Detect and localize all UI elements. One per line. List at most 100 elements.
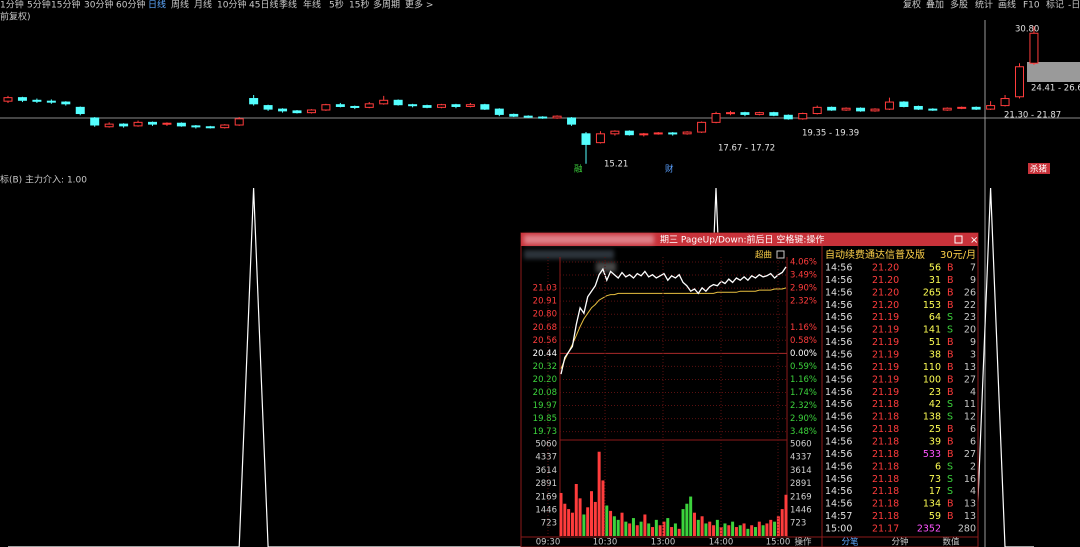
volume-bar [757,521,761,536]
period-tab[interactable]: 30分钟 [84,0,113,11]
trade-price: 21.20 [872,300,899,311]
candle-body [783,114,793,120]
trade-volume: 533 [923,449,941,460]
trade-price: 21.20 [872,287,899,298]
period-tab[interactable]: 10分钟 [217,0,246,11]
trade-count: 280 [958,524,976,535]
candle-body [46,100,56,103]
period-tab[interactable]: 15分钟 [51,0,80,11]
price-label: 20.68 [533,323,557,333]
tool-button[interactable]: 叠加 [926,0,944,11]
candle-body [841,107,851,111]
candle-body [191,125,201,128]
panel-tab[interactable]: 分笔 [841,537,859,547]
trade-side: B [947,300,954,311]
trade-time: 14:56 [825,437,852,448]
volume-bar [635,525,639,536]
operate-button[interactable]: 操作 [794,537,812,547]
volume-bar [708,521,712,536]
period-tab[interactable]: 更多 > [405,0,433,11]
candle-body [176,122,186,127]
price-annotation: 30.80 [1015,25,1039,35]
time-label: 09:30 [536,538,561,547]
candle-body [1015,66,1024,98]
period-tab[interactable]: 15秒 [349,0,369,11]
period-tab[interactable]: 季线 [279,0,297,11]
volume-bar [738,525,742,536]
period-tab[interactable]: 月线 [194,0,212,11]
period-tab[interactable]: 5分钟 [27,0,51,11]
trade-volume: 73 [929,474,941,485]
event-marker[interactable]: 融 [574,164,583,175]
trade-volume: 110 [923,362,941,373]
candle-body [610,130,620,135]
volume-label: 3614 [790,466,812,476]
trade-volume: 39 [929,437,941,448]
candle-body [90,117,100,126]
trade-count: 4 [970,486,976,497]
candle-body [437,104,446,108]
candle-body [653,132,663,135]
trade-price: 21.19 [872,374,899,385]
tool-button[interactable]: 统计 [975,0,993,11]
period-tab[interactable]: 1分钟 [0,0,24,11]
price-label: 20.20 [533,375,557,385]
period-tab[interactable]: 多周期 [373,0,400,11]
period-tab[interactable]: 年线 [303,0,321,11]
panel-tab[interactable]: 数值 [942,537,960,547]
trade-count: 11 [964,399,976,410]
volume-bar [563,503,567,536]
trade-price: 21.18 [872,486,899,497]
tool-button[interactable]: 复权 [903,0,921,11]
candle-body [61,101,71,105]
trade-time: 14:56 [825,325,852,336]
period-tab[interactable]: 45日线 [249,0,278,11]
close-button[interactable]: × [970,235,978,246]
trade-count: 13 [964,511,976,522]
tool-button[interactable]: F10 [1023,1,1040,11]
tool-button[interactable]: -日 [1068,0,1080,11]
volume-bar [590,491,594,536]
time-label: 14:00 [709,538,734,547]
period-tab[interactable]: 周线 [171,0,189,11]
mode-icon[interactable] [776,250,785,259]
trade-side: B [947,374,954,385]
candle-body [104,123,114,128]
candle-body [306,109,316,114]
volume-bar [567,509,571,536]
volume-bar [631,518,635,536]
period-tab[interactable]: 60分钟 [116,0,145,11]
trade-side: B [947,337,954,348]
tool-button[interactable]: 标记 [1046,0,1064,11]
blurred-text [596,262,616,272]
period-tab[interactable]: 5秒 [329,0,344,11]
trade-count: 20 [964,325,976,336]
maximize-button[interactable] [954,235,963,244]
candle-body [220,124,230,129]
price-label: 19.97 [533,401,557,411]
event-marker[interactable]: 财 [665,164,674,175]
trade-price: 21.19 [872,362,899,373]
volume-bar [612,516,616,536]
period-tab[interactable]: 日线 [148,0,166,11]
trade-side: S [947,399,953,410]
volume-bar [628,523,632,536]
tool-button[interactable]: 多股 [950,0,968,11]
volume-bar [605,505,609,536]
price-label: 20.91 [533,297,557,307]
trade-time: 14:56 [825,387,852,398]
event-marker[interactable]: 杀猪 [1030,164,1048,175]
price-label: 20.44 [533,349,557,359]
tool-button[interactable]: 画线 [998,0,1016,11]
chart-mode: 超曲 [755,250,772,261]
trade-time: 14:56 [825,486,852,497]
trade-price: 21.18 [872,511,899,522]
trade-count: 12 [964,412,976,423]
volume-bar [651,527,655,536]
subtitle: 前复权) [0,11,31,23]
volume-label: 3614 [535,466,557,476]
candle-body [350,105,360,108]
panel-tab[interactable]: 分钟 [891,537,908,547]
blurred-text [524,250,614,259]
ad-text: 自动续费通达信普及版 [825,248,925,261]
